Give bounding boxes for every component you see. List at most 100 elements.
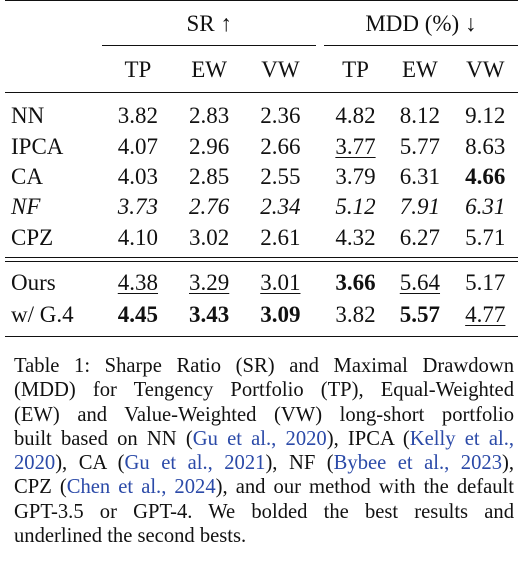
cell-value: 5.77 bbox=[399, 133, 441, 159]
caption-line: (MDD) for Tengency Portfolio (TP), Equal… bbox=[14, 378, 514, 402]
cell-value: 6.31 bbox=[465, 193, 506, 219]
column-header-sr-vw: VW bbox=[244, 45, 316, 93]
citation-link[interactable]: 2020 bbox=[14, 452, 56, 475]
cell-value: 4.03 bbox=[117, 163, 159, 189]
cell-value: 5.64 bbox=[399, 269, 441, 295]
table-row: CA 4.03 2.85 2.55 3.79 6.31 4.66 bbox=[5, 161, 518, 191]
cell-value: 4.07 bbox=[117, 133, 159, 159]
cell-value: 2.76 bbox=[189, 193, 230, 219]
citation-link[interactable]: Gu et al., 2021 bbox=[124, 452, 266, 475]
group-header-mdd: MDD (%) ↓ bbox=[323, 0, 518, 46]
table-cell: 9.12 bbox=[453, 93, 518, 132]
caption-line: (EW) and Value-Weighted (VW) long-short … bbox=[14, 403, 514, 427]
citation-link[interactable]: Gu et al., 2020 bbox=[192, 427, 327, 450]
column-gap bbox=[315, 45, 324, 93]
method-name: Ours bbox=[5, 261, 103, 298]
table-cell: 4.03 bbox=[102, 161, 173, 191]
table-cell: 2.66 bbox=[245, 131, 316, 161]
cell-value: 5.17 bbox=[465, 269, 506, 295]
caption-text: ), and our method with the default bbox=[215, 476, 514, 499]
caption-text: ), NF ( bbox=[265, 452, 334, 475]
column-header-mdd-tp: TP bbox=[323, 45, 388, 93]
column-header-mdd-vw: VW bbox=[452, 45, 518, 93]
table-row: Ours 4.38 3.29 3.01 3.66 5.64 5.17 bbox=[5, 261, 518, 298]
table-cell: 3.09 bbox=[244, 298, 316, 337]
cell-value: 8.12 bbox=[399, 102, 441, 128]
cell-value: 3.29 bbox=[189, 269, 230, 295]
citation-link[interactable]: Kelly et al., bbox=[409, 427, 514, 450]
table-cell: 3.02 bbox=[173, 221, 245, 258]
table-caption: Table 1: Sharpe Ratio (SR) and Maximal D… bbox=[14, 354, 514, 548]
table-cell: 2.34 bbox=[245, 191, 316, 221]
table-cell: 3.82 bbox=[102, 93, 173, 132]
results-table: SR ↑ MDD (%) ↓ TP EW VW TP EW VW NN 3.82 2… bbox=[5, 0, 518, 337]
table-cell: 4.32 bbox=[323, 221, 388, 258]
cell-value: 3.73 bbox=[117, 193, 159, 219]
caption-line: CPZ (Chen et al., 2024), and our method … bbox=[14, 475, 514, 499]
citation-link[interactable]: Bybee et al., 2023 bbox=[333, 452, 502, 475]
caption-text: ), IPCA ( bbox=[326, 427, 410, 450]
table-cell: 4.38 bbox=[102, 261, 174, 298]
caption-text: (EW) and Value-Weighted (VW) long-short … bbox=[14, 403, 514, 426]
cell-value: 2.83 bbox=[189, 102, 230, 128]
results-table-body: SR ↑ MDD (%) ↓ TP EW VW TP EW VW NN 3.82 2… bbox=[5, 0, 518, 337]
column-header-sr-tp: TP bbox=[102, 45, 174, 93]
cell-value: 4.45 bbox=[117, 301, 159, 327]
table-cell: 2.76 bbox=[174, 191, 245, 221]
table-cell: 3.43 bbox=[173, 298, 245, 337]
method-name: CPZ bbox=[5, 221, 103, 258]
caption-text: CPZ ( bbox=[14, 476, 67, 499]
table-cell: 5.57 bbox=[387, 298, 453, 337]
cell-value: 4.66 bbox=[465, 163, 506, 189]
group-gap bbox=[315, 0, 324, 46]
caption-text: underlined the second bests. bbox=[14, 525, 247, 548]
cell-value: 5.12 bbox=[335, 193, 376, 219]
method-name: CA bbox=[11, 163, 43, 189]
group-header-sr: SR ↑ bbox=[102, 0, 316, 46]
table-cell: 3.79 bbox=[324, 161, 387, 191]
cell-value: 6.27 bbox=[399, 224, 441, 250]
table-cell: 2.36 bbox=[245, 93, 316, 132]
column-gap bbox=[315, 261, 324, 298]
cell-value: 4.77 bbox=[465, 301, 506, 327]
cell-value: 3.66 bbox=[335, 269, 376, 295]
results-table-container: SR ↑ MDD (%) ↓ TP EW VW TP EW VW NN 3.82 2… bbox=[5, 0, 518, 337]
table-cell: 3.82 bbox=[323, 298, 388, 337]
cell-value: 7.91 bbox=[399, 193, 441, 219]
table-cell: 4.77 bbox=[452, 298, 518, 337]
table-cell: 4.66 bbox=[453, 161, 518, 191]
table-cell: 7.91 bbox=[387, 191, 452, 221]
caption-line: 2020), CA (Gu et al., 2021), NF (Bybee e… bbox=[14, 451, 514, 475]
cell-value: 2.96 bbox=[189, 133, 230, 159]
table-row: NF 3.73 2.76 2.34 5.12 7.91 6.31 bbox=[5, 191, 518, 221]
cell-value: 2.34 bbox=[260, 193, 301, 219]
cell-value: 5.71 bbox=[465, 224, 506, 250]
cell-value: 3.02 bbox=[189, 224, 230, 250]
table-cell: 5.77 bbox=[387, 131, 452, 161]
caption-line: Table 1: Sharpe Ratio (SR) and Maximal D… bbox=[14, 354, 514, 378]
cell-value: 3.43 bbox=[189, 301, 230, 327]
column-header-row: TP EW VW TP EW VW bbox=[5, 45, 518, 93]
cell-value: 2.61 bbox=[260, 224, 301, 250]
table-cell: 2.83 bbox=[174, 93, 245, 132]
cell-value: 4.82 bbox=[335, 102, 376, 128]
cell-value: 5.57 bbox=[399, 301, 441, 327]
table-cell: 3.01 bbox=[244, 261, 316, 298]
column-gap bbox=[316, 93, 324, 132]
cell-value: 4.10 bbox=[117, 224, 159, 250]
cell-value: 3.82 bbox=[117, 102, 159, 128]
column-header-mdd-ew: EW bbox=[387, 45, 453, 93]
caption-text: ), CA ( bbox=[55, 452, 125, 475]
cell-value: 3.01 bbox=[260, 269, 301, 295]
method-name: IPCA bbox=[11, 133, 64, 159]
group-header-row: SR ↑ MDD (%) ↓ bbox=[5, 0, 518, 46]
caption-text: (MDD) for Tengency Portfolio (TP), Equal… bbox=[14, 379, 514, 402]
cell-value: 4.32 bbox=[335, 224, 376, 250]
citation-link[interactable]: Chen et al., 2024 bbox=[66, 476, 216, 499]
table-cell: 8.63 bbox=[453, 131, 518, 161]
corner-cell bbox=[5, 0, 103, 46]
table-row: IPCA 4.07 2.96 2.66 3.77 5.77 8.63 bbox=[5, 131, 518, 161]
cell-value: 2.85 bbox=[189, 163, 230, 189]
column-header-sr-ew: EW bbox=[173, 45, 245, 93]
column-gap bbox=[316, 161, 324, 191]
